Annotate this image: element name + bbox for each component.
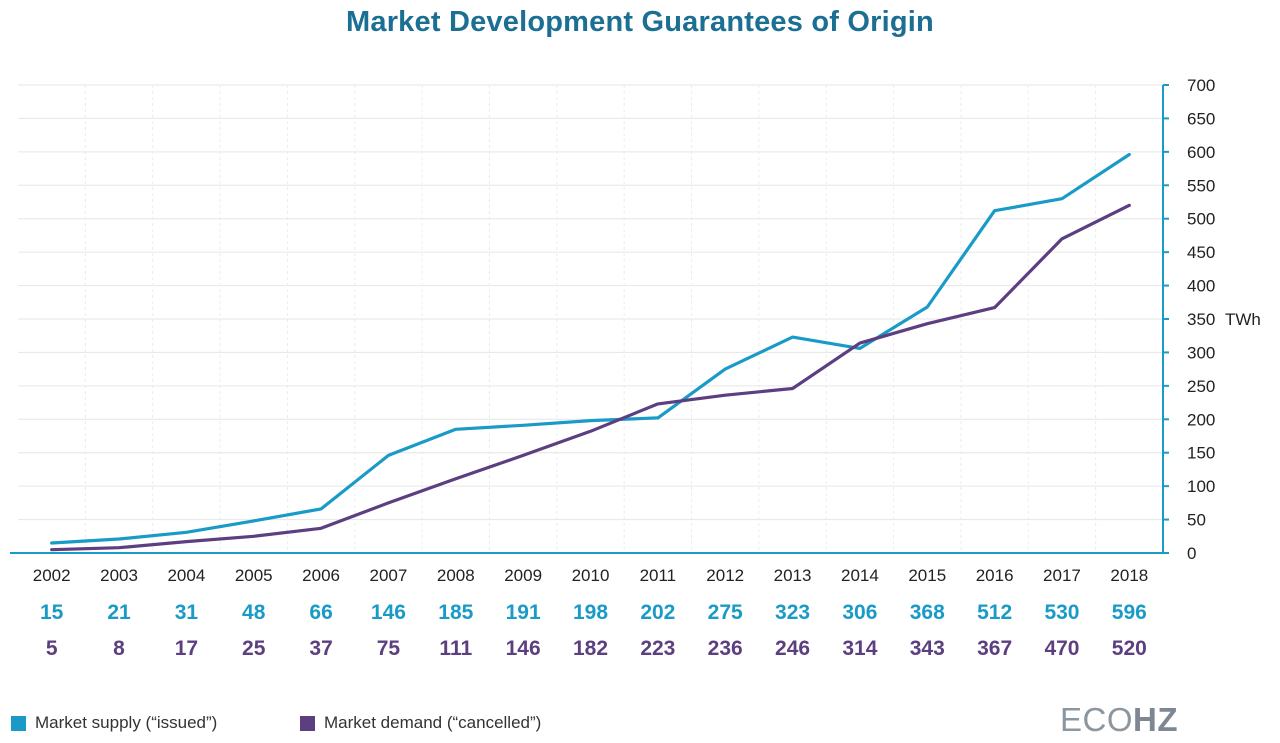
data-label-1-2: 17 [175, 637, 198, 660]
x-tick-label-5: 2007 [370, 566, 408, 585]
data-label-0-12: 306 [842, 601, 877, 624]
x-tick-label-6: 2008 [437, 566, 475, 585]
y-tick-label-11: 550 [1187, 176, 1215, 195]
data-label-0-13: 368 [910, 601, 945, 624]
y-tick-label-8: 400 [1187, 277, 1215, 296]
y-tick-label-1: 50 [1187, 511, 1206, 530]
grid-lines [18, 84, 1163, 553]
data-label-1-9: 223 [640, 637, 675, 660]
x-tick-label-0: 2002 [33, 566, 71, 585]
data-label-0-16: 596 [1112, 601, 1147, 624]
x-tick-label-15: 2017 [1043, 566, 1081, 585]
data-label-1-11: 246 [775, 637, 810, 660]
data-label-0-0: 15 [40, 601, 64, 624]
data-table: 15 21 31 48 66 146 185 191 198 202 275 323 306 368 512… [40, 601, 1147, 660]
y-tick-label-14: 700 [1187, 76, 1215, 95]
legend-item-demand: Market demand (“cancelled”) [300, 713, 541, 733]
legend-label-demand: Market demand (“cancelled”) [324, 713, 542, 732]
y-tick-label-6: 300 [1187, 343, 1215, 362]
legend-swatch-demand [300, 715, 315, 731]
data-label-0-6: 185 [438, 601, 473, 624]
x-tick-label-7: 2009 [504, 566, 542, 585]
series-lines [50, 152, 1131, 552]
legend-label-supply: Market supply (“issued”) [35, 713, 218, 732]
y-tick-label-4: 200 [1187, 410, 1215, 429]
series-line-0 [50, 152, 1131, 545]
data-label-0-8: 198 [573, 601, 608, 624]
x-tick-label-2: 2004 [167, 566, 205, 585]
data-label-1-4: 37 [309, 637, 332, 660]
data-label-0-5: 146 [371, 601, 406, 624]
data-label-1-13: 343 [910, 637, 945, 660]
x-tick-label-11: 2013 [774, 566, 812, 585]
x-axis-labels: 2002 2003 2004 2005 2006 2007 2008 2009 2010 2011… [33, 566, 1148, 585]
data-label-1-3: 25 [242, 637, 266, 660]
data-label-1-0: 5 [46, 637, 58, 660]
x-tick-label-16: 2018 [1110, 566, 1148, 585]
x-tick-label-12: 2014 [841, 566, 879, 585]
y-tick-label-10: 500 [1187, 210, 1215, 229]
x-tick-label-14: 2016 [976, 566, 1014, 585]
data-label-0-1: 21 [107, 601, 131, 624]
x-tick-label-1: 2003 [100, 566, 138, 585]
x-tick-label-8: 2010 [572, 566, 610, 585]
y-tick-label-5: 250 [1187, 377, 1215, 396]
data-label-0-11: 323 [775, 601, 810, 624]
data-label-0-14: 512 [977, 601, 1012, 624]
y-axis: 0 50 100 150 200 250 300 350 400 450 500 550 600 650 7… [10, 76, 1261, 563]
data-label-0-4: 66 [309, 601, 332, 624]
ecohz-logo: ECOHZ [1060, 701, 1179, 738]
data-label-0-15: 530 [1044, 601, 1079, 624]
data-label-0-3: 48 [242, 601, 266, 624]
x-tick-label-13: 2015 [908, 566, 946, 585]
data-label-0-2: 31 [175, 601, 199, 624]
x-tick-label-4: 2006 [302, 566, 340, 585]
data-label-1-15: 470 [1044, 637, 1079, 660]
data-label-0-9: 202 [640, 601, 675, 624]
x-tick-label-10: 2012 [706, 566, 744, 585]
series-line-1 [50, 203, 1131, 552]
y-tick-label-3: 150 [1187, 444, 1215, 463]
y-tick-label-2: 100 [1187, 477, 1215, 496]
data-label-0-10: 275 [708, 601, 743, 624]
x-tick-label-3: 2005 [235, 566, 273, 585]
y-tick-label-13: 650 [1187, 109, 1215, 128]
data-label-1-7: 146 [506, 637, 541, 660]
data-label-1-8: 182 [573, 637, 608, 660]
y-tick-label-7: 350 [1187, 310, 1215, 329]
x-tick-label-9: 2011 [640, 566, 677, 585]
legend-item-supply: Market supply (“issued”) [11, 713, 217, 733]
data-label-1-16: 520 [1112, 637, 1147, 660]
data-label-1-14: 367 [977, 637, 1012, 660]
y-tick-label-0: 0 [1187, 544, 1196, 563]
legend-swatch-supply [11, 715, 26, 731]
chart-title: Market Development Guarantees of Origin [346, 6, 934, 38]
data-label-1-6: 111 [439, 637, 472, 660]
data-label-0-7: 191 [506, 601, 541, 624]
y-tick-label-9: 450 [1187, 243, 1215, 262]
data-label-1-12: 314 [842, 637, 877, 660]
data-label-1-1: 8 [113, 637, 125, 660]
y-unit-label: TWh [1225, 310, 1261, 329]
data-label-1-10: 236 [708, 637, 743, 660]
y-tick-label-12: 600 [1187, 143, 1215, 162]
data-label-1-5: 75 [377, 637, 401, 660]
